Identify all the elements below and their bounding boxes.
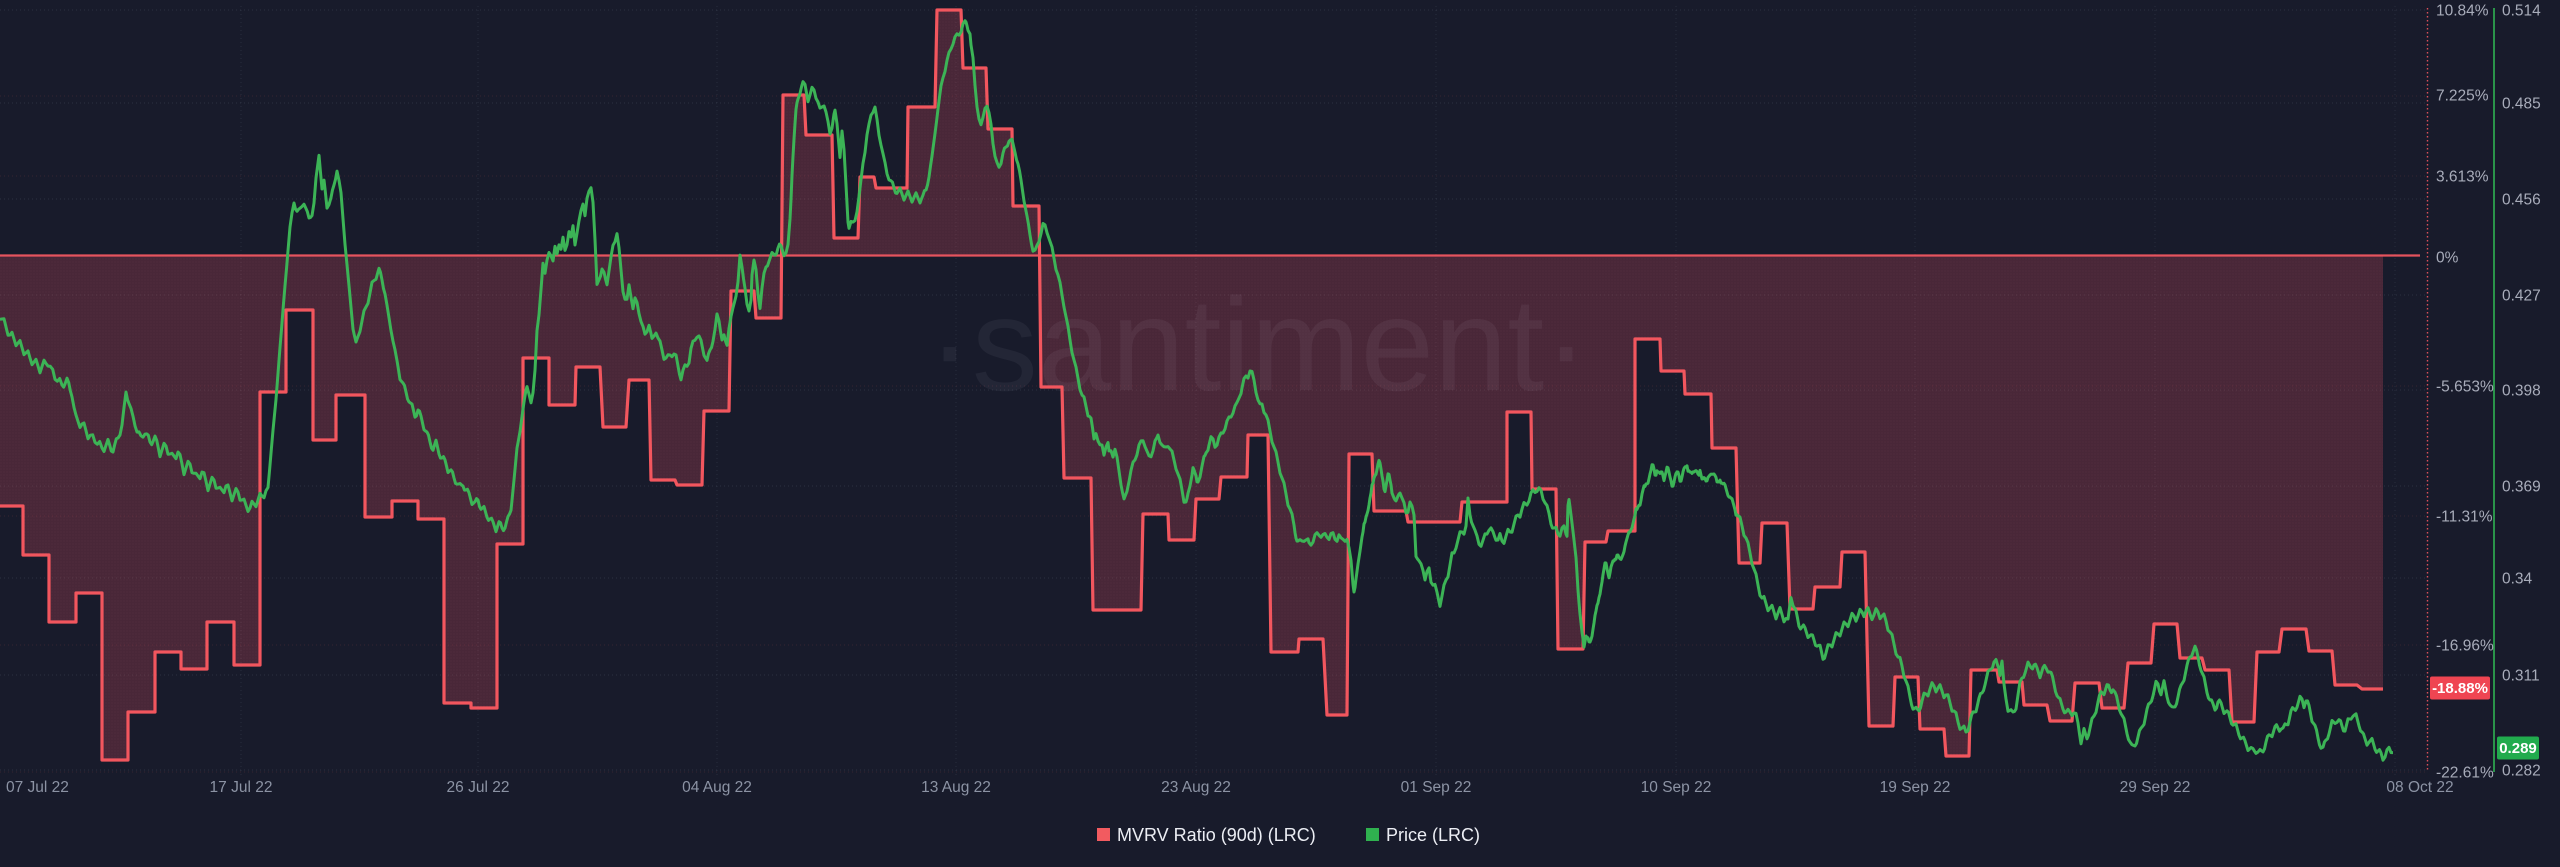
svg-text:0.456: 0.456 bbox=[2502, 192, 2541, 209]
svg-text:0.311: 0.311 bbox=[2502, 668, 2540, 685]
svg-text:17 Jul 22: 17 Jul 22 bbox=[210, 779, 273, 796]
svg-text:07 Jul 22: 07 Jul 22 bbox=[6, 779, 69, 796]
svg-text:0.289: 0.289 bbox=[2499, 740, 2537, 757]
svg-text:3.613%: 3.613% bbox=[2436, 169, 2489, 186]
svg-text:-11.31%: -11.31% bbox=[2436, 509, 2493, 526]
svg-text:0.34: 0.34 bbox=[2502, 571, 2533, 588]
svg-text:Price (LRC): Price (LRC) bbox=[1386, 825, 1480, 845]
svg-text:0.369: 0.369 bbox=[2502, 479, 2541, 496]
svg-text:0.485: 0.485 bbox=[2502, 96, 2541, 113]
svg-text:10.84%: 10.84% bbox=[2436, 3, 2489, 20]
svg-text:0.398: 0.398 bbox=[2502, 383, 2541, 400]
svg-text:0.514: 0.514 bbox=[2502, 3, 2541, 20]
svg-text:-16.96%: -16.96% bbox=[2436, 638, 2494, 655]
svg-text:·santiment·: ·santiment· bbox=[928, 271, 1588, 418]
svg-text:29 Sep 22: 29 Sep 22 bbox=[2120, 779, 2191, 796]
svg-text:-18.88%: -18.88% bbox=[2432, 680, 2488, 697]
svg-text:0.282: 0.282 bbox=[2502, 763, 2541, 780]
svg-text:7.225%: 7.225% bbox=[2436, 88, 2489, 105]
svg-text:01 Sep 22: 01 Sep 22 bbox=[1401, 779, 1472, 796]
svg-text:10 Sep 22: 10 Sep 22 bbox=[1641, 779, 1712, 796]
svg-text:04 Aug 22: 04 Aug 22 bbox=[682, 779, 752, 796]
svg-text:26 Jul 22: 26 Jul 22 bbox=[447, 779, 510, 796]
svg-text:-22.61%: -22.61% bbox=[2436, 765, 2494, 782]
svg-text:23 Aug 22: 23 Aug 22 bbox=[1161, 779, 1231, 796]
svg-text:0.427: 0.427 bbox=[2502, 288, 2541, 305]
svg-text:MVRV Ratio (90d) (LRC): MVRV Ratio (90d) (LRC) bbox=[1117, 825, 1316, 845]
svg-text:19 Sep 22: 19 Sep 22 bbox=[1880, 779, 1951, 796]
svg-text:13 Aug 22: 13 Aug 22 bbox=[921, 779, 991, 796]
svg-text:08 Oct 22: 08 Oct 22 bbox=[2386, 779, 2453, 796]
svg-text:0%: 0% bbox=[2436, 250, 2459, 267]
svg-text:-5.653%: -5.653% bbox=[2436, 379, 2494, 396]
